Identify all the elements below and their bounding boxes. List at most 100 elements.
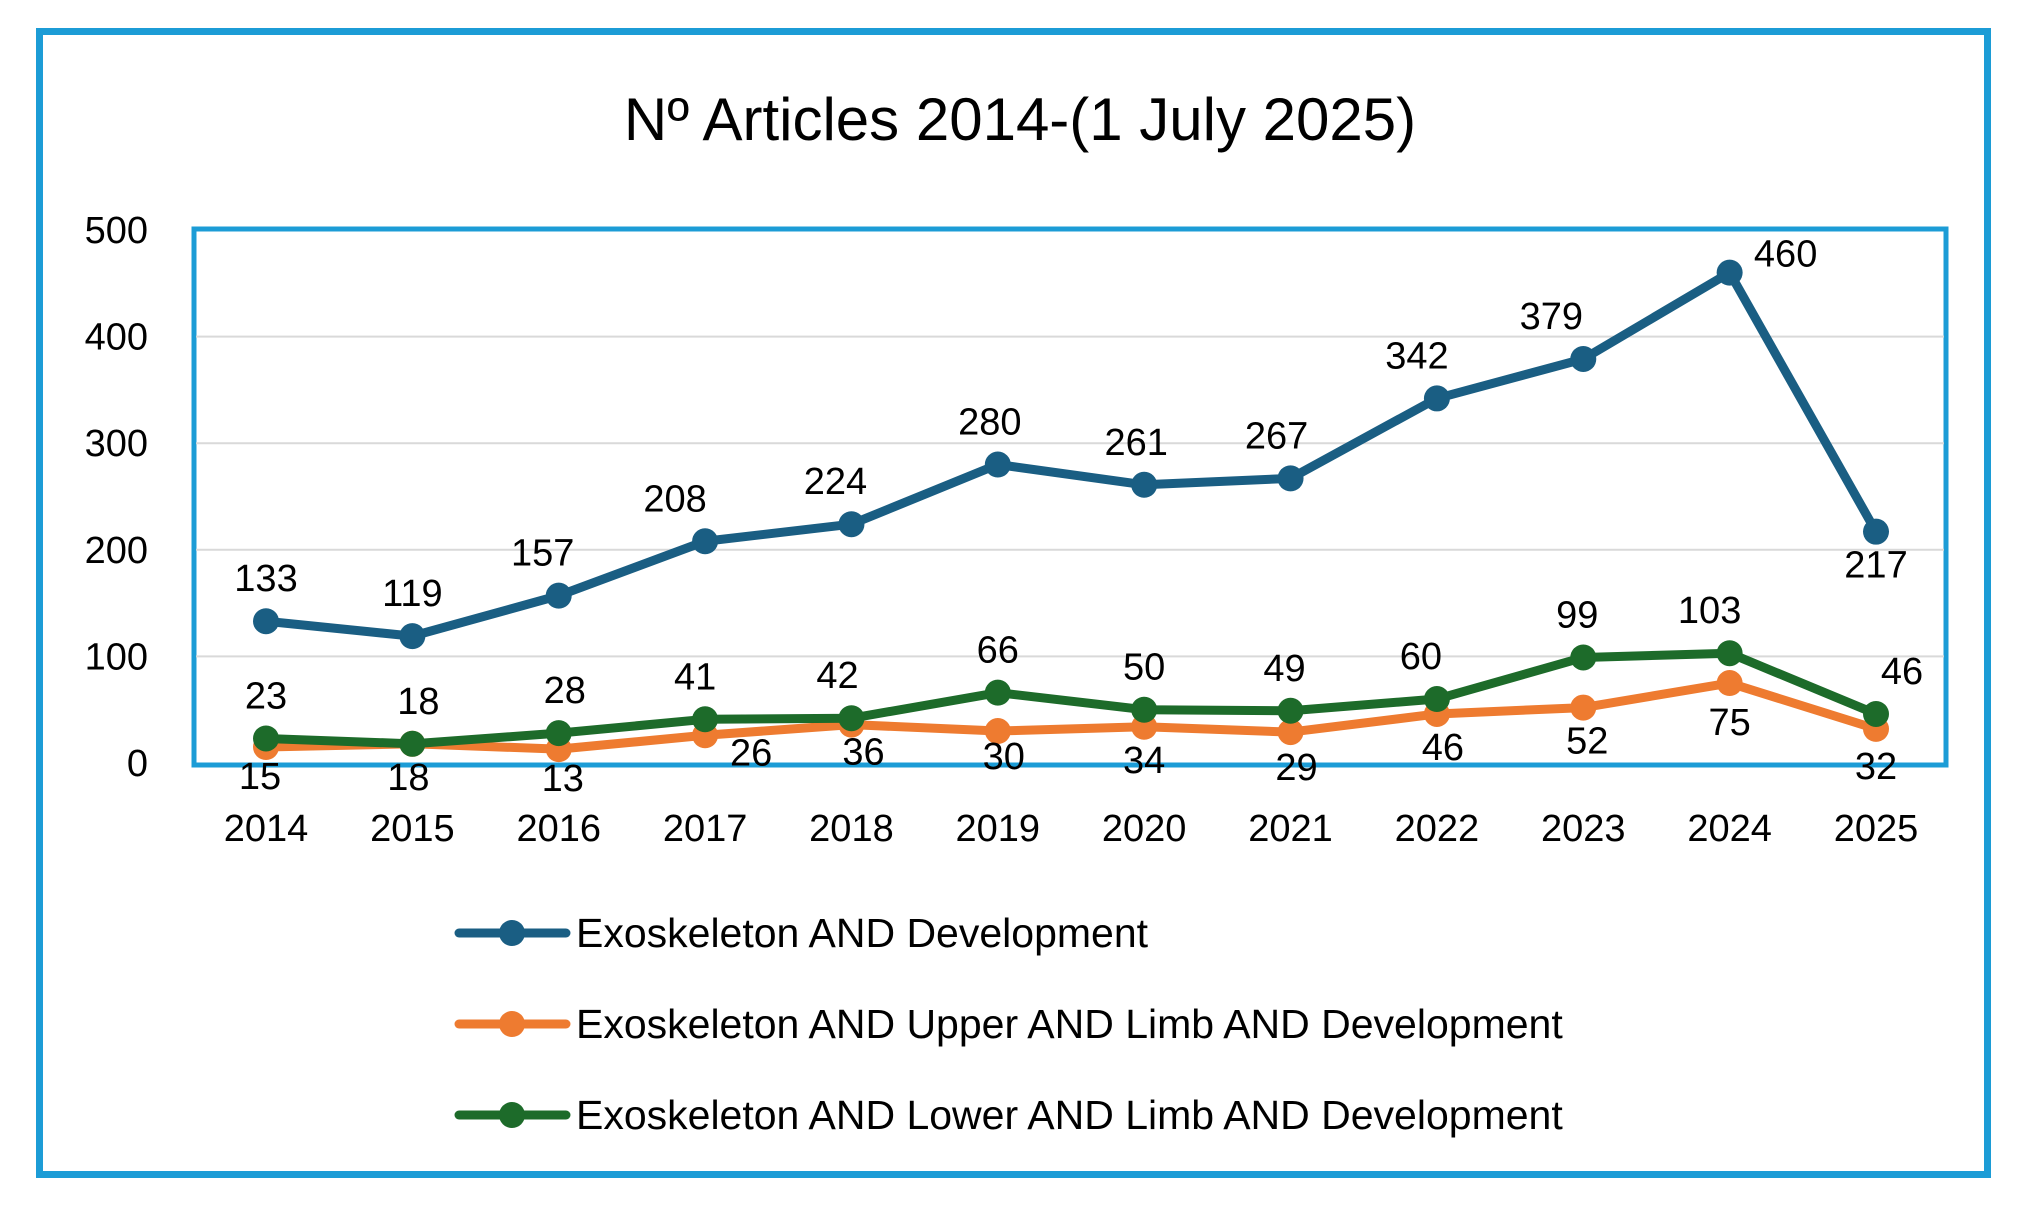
data-label: 133: [234, 558, 297, 600]
data-label: 28: [544, 670, 586, 712]
data-label: 23: [245, 675, 287, 717]
data-point: [545, 720, 572, 747]
data-point: [838, 705, 865, 732]
legend-swatch-marker: [499, 1011, 525, 1037]
series-line: [261, 648, 1881, 749]
data-label: 342: [1385, 335, 1448, 377]
data-point: [1277, 465, 1304, 492]
legend-label: Exoskeleton AND Upper AND Limb AND Devel…: [576, 1001, 1563, 1047]
data-point: [1716, 640, 1743, 667]
data-label: 66: [977, 630, 1019, 672]
data-label: 217: [1844, 545, 1907, 587]
data-point: [1277, 697, 1304, 724]
legend[interactable]: Exoskeleton AND Development Exoskeleton A…: [454, 910, 1563, 1138]
data-point: [692, 528, 719, 555]
data-point: [1277, 719, 1304, 746]
x-tick-label: 2015: [370, 808, 455, 850]
y-tick-label: 300: [85, 423, 148, 465]
data-label: 29: [1275, 747, 1317, 789]
data-label: 379: [1520, 296, 1583, 338]
data-point: [984, 451, 1011, 478]
data-label: 15: [239, 756, 281, 798]
y-tick-label: 200: [85, 530, 148, 572]
data-label: 50: [1123, 647, 1165, 689]
x-tick-label: 2014: [224, 808, 309, 850]
y-tick-label: 500: [85, 210, 148, 252]
data-point: [1423, 385, 1450, 412]
data-label: 18: [387, 757, 429, 799]
x-tick-label: 2019: [956, 808, 1041, 850]
data-point: [1570, 345, 1597, 372]
x-tick-label: 2023: [1541, 808, 1626, 850]
data-point: [1570, 644, 1597, 671]
data-point: [984, 679, 1011, 706]
y-tick-label: 0: [127, 743, 148, 785]
data-point: [253, 608, 279, 635]
x-tick-label: 2018: [809, 808, 894, 850]
data-point: [838, 511, 865, 538]
legend-swatch-marker: [499, 1102, 525, 1128]
data-label: 42: [816, 655, 858, 697]
data-point: [1716, 259, 1743, 286]
data-label: 49: [1263, 648, 1305, 690]
series-layer: [253, 259, 1889, 763]
data-label: 75: [1708, 702, 1750, 744]
chart-title: Nº Articles 2014-(1 July 2025): [624, 86, 1416, 153]
data-label: 36: [842, 732, 884, 774]
x-tick-label: 2017: [663, 808, 748, 850]
data-point: [399, 730, 426, 757]
legend-item-2[interactable]: Exoskeleton AND Upper AND Limb AND Devel…: [454, 1001, 1563, 1047]
data-point: [1131, 696, 1158, 723]
data-label: 34: [1123, 740, 1165, 782]
x-axis: 2014 2015 2016 2017 2018 2019 2020 2021 2022 2023…: [224, 808, 1919, 850]
chart-frame: [36, 28, 1991, 1178]
data-point: [1570, 694, 1597, 721]
data-label: 32: [1855, 746, 1897, 788]
data-point: [399, 623, 426, 650]
y-tick-label: 100: [85, 636, 148, 678]
data-label: 52: [1566, 721, 1608, 763]
data-point: [545, 582, 572, 609]
data-point: [1863, 700, 1889, 727]
data-label: 26: [730, 732, 772, 774]
data-point: [253, 725, 279, 752]
data-point: [692, 706, 719, 733]
data-point: [1716, 670, 1743, 697]
data-label: 60: [1400, 636, 1442, 678]
series-1: [253, 259, 1889, 650]
series-line: [261, 678, 1881, 754]
series-3: [253, 640, 1889, 757]
data-point: [984, 718, 1011, 745]
data-label: 460: [1754, 234, 1817, 276]
legend-item-3[interactable]: Exoskeleton AND Lower AND Limb AND Devel…: [454, 1092, 1563, 1138]
data-label: 157: [511, 533, 574, 575]
series-line: [261, 268, 1881, 641]
data-label: 208: [643, 478, 706, 520]
data-label: 99: [1556, 594, 1598, 636]
x-tick-label: 2022: [1395, 808, 1480, 850]
series-2: [253, 670, 1889, 763]
x-tick-label: 2024: [1687, 808, 1772, 850]
legend-label: Exoskeleton AND Lower AND Limb AND Devel…: [576, 1092, 1563, 1138]
legend-item-1[interactable]: Exoskeleton AND Development: [454, 910, 1149, 956]
data-label: 41: [674, 656, 716, 698]
data-labels: 133 119 157 208 224 280 261 267 342 379 460 217 15 18…: [234, 234, 1923, 801]
data-label: 224: [804, 461, 867, 503]
data-point: [1863, 518, 1889, 545]
y-axis: 0 100 200 300 400 500: [85, 210, 148, 785]
data-label: 261: [1104, 422, 1167, 464]
data-label: 119: [382, 573, 443, 615]
data-point: [1423, 686, 1450, 713]
x-tick-label: 2016: [516, 808, 601, 850]
data-label: 30: [983, 736, 1025, 778]
y-tick-label: 400: [85, 317, 148, 359]
data-label: 13: [542, 758, 584, 800]
data-point: [1131, 471, 1158, 498]
data-label: 46: [1422, 727, 1464, 769]
x-tick-label: 2025: [1834, 808, 1919, 850]
data-label: 280: [958, 402, 1021, 444]
data-label: 46: [1881, 651, 1923, 693]
legend-swatch-marker: [499, 920, 525, 946]
plot-area-border: [191, 226, 1949, 768]
